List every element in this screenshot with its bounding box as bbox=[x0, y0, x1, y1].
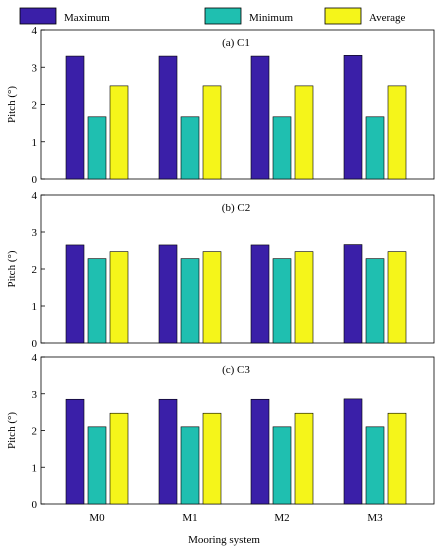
y-axis-title: Pitch (°) bbox=[6, 86, 18, 123]
bar bbox=[180, 116, 200, 180]
bar bbox=[87, 116, 107, 180]
y-tick-label: 0 bbox=[32, 338, 38, 350]
y-axis-title: Pitch (°) bbox=[6, 412, 18, 449]
bar bbox=[343, 244, 363, 344]
bar bbox=[109, 85, 129, 180]
bar bbox=[294, 85, 314, 180]
y-tick-label: 1 bbox=[32, 301, 38, 313]
chart-panels: 0 1 2 3 4 (a) C1 Pitch (°) 0 1 2 3 4 (b) C2 Pitch (°)… bbox=[6, 25, 435, 524]
chart-panel: 0 1 2 3 4 (c) C3 Pitch (°) M0 M1 M2 M3 bbox=[6, 352, 435, 524]
x-tick-label: M2 bbox=[274, 512, 289, 524]
y-tick-label: 2 bbox=[32, 426, 38, 438]
bar bbox=[65, 398, 85, 505]
bar bbox=[387, 412, 407, 505]
bar bbox=[158, 55, 178, 180]
x-tick-label: M3 bbox=[367, 512, 383, 524]
bar bbox=[158, 244, 178, 344]
bar bbox=[365, 116, 385, 180]
bar bbox=[87, 258, 107, 344]
bar bbox=[109, 412, 129, 505]
legend-swatch bbox=[19, 7, 57, 25]
chart-panel: 0 1 2 3 4 (b) C2 Pitch (°) bbox=[6, 190, 435, 350]
panel-title: (b) C2 bbox=[222, 202, 250, 214]
bar bbox=[387, 251, 407, 344]
bar bbox=[202, 85, 222, 180]
bar bbox=[87, 426, 107, 505]
y-tick-label: 3 bbox=[32, 227, 38, 239]
legend-entry: Minimum bbox=[204, 7, 293, 25]
chart-panel: 0 1 2 3 4 (a) C1 Pitch (°) bbox=[6, 25, 435, 186]
y-axis-title: Pitch (°) bbox=[6, 250, 18, 287]
bar bbox=[250, 244, 270, 344]
legend-label: Minimum bbox=[249, 12, 293, 24]
y-tick-label: 4 bbox=[32, 25, 38, 37]
bar bbox=[109, 251, 129, 344]
bar bbox=[294, 412, 314, 505]
bar bbox=[365, 258, 385, 344]
bar bbox=[272, 426, 292, 505]
bar bbox=[250, 55, 270, 180]
panel-title: (a) C1 bbox=[222, 37, 250, 49]
y-tick-label: 1 bbox=[32, 137, 38, 149]
y-tick-label: 1 bbox=[32, 462, 38, 474]
panel-title: (c) C3 bbox=[222, 364, 250, 376]
x-axis-title: Mooring system bbox=[188, 534, 260, 546]
x-tick-label: M1 bbox=[182, 512, 197, 524]
bar bbox=[65, 55, 85, 180]
bar bbox=[387, 85, 407, 180]
y-tick-label: 3 bbox=[32, 62, 38, 74]
y-tick-label: 0 bbox=[32, 499, 38, 511]
legend-swatch bbox=[204, 7, 242, 25]
y-tick-label: 2 bbox=[32, 264, 38, 276]
bar bbox=[202, 251, 222, 344]
bar bbox=[294, 251, 314, 344]
bar bbox=[272, 258, 292, 344]
bar bbox=[343, 398, 363, 505]
bar bbox=[365, 426, 385, 505]
bar bbox=[250, 398, 270, 505]
y-tick-label: 4 bbox=[32, 352, 38, 364]
x-tick-label: M0 bbox=[89, 512, 105, 524]
bar bbox=[343, 55, 363, 180]
legend-label: Average bbox=[369, 12, 406, 24]
legend: Maximum Minimum Average bbox=[19, 7, 406, 25]
y-tick-label: 3 bbox=[32, 389, 38, 401]
bar bbox=[202, 412, 222, 505]
y-tick-label: 0 bbox=[32, 174, 38, 186]
y-tick-label: 2 bbox=[32, 100, 38, 112]
y-tick-label: 4 bbox=[32, 190, 38, 202]
legend-entry: Average bbox=[324, 7, 406, 25]
bar bbox=[180, 426, 200, 505]
bar bbox=[65, 244, 85, 344]
bar bbox=[272, 116, 292, 180]
legend-label: Maximum bbox=[64, 12, 110, 24]
legend-swatch bbox=[324, 7, 362, 25]
legend-entry: Maximum bbox=[19, 7, 110, 25]
bar bbox=[180, 258, 200, 344]
bar bbox=[158, 398, 178, 505]
